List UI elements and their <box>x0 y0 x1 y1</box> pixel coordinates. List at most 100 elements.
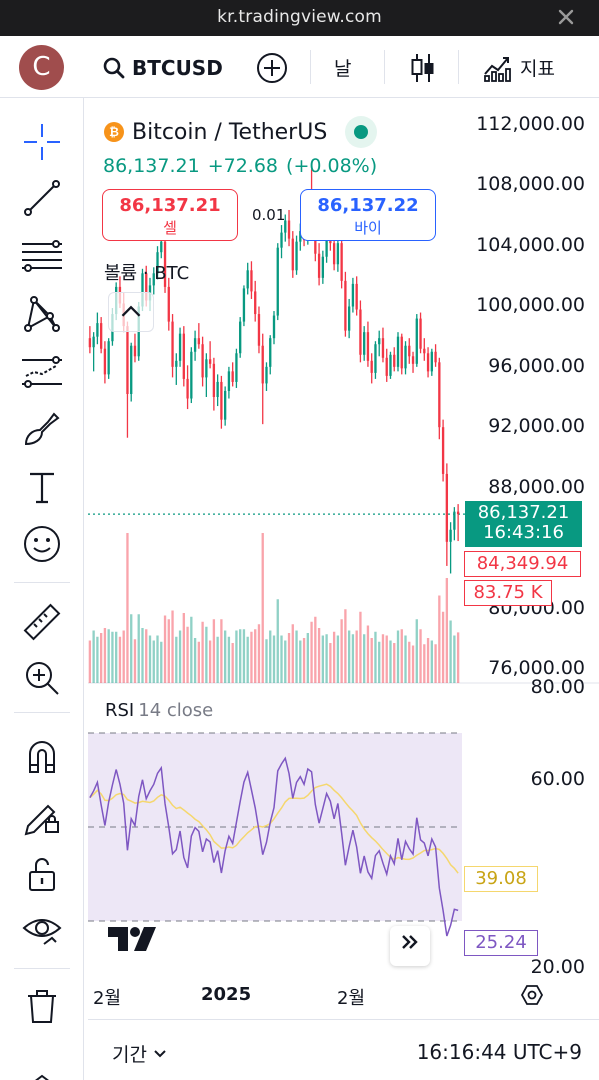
candle-body <box>92 336 95 348</box>
volume-bar <box>272 635 276 683</box>
volume-bar <box>449 620 452 683</box>
emoji-icon[interactable] <box>22 524 62 564</box>
volume-bar <box>411 645 415 683</box>
candle-body <box>441 427 445 474</box>
scroll-to-realtime-button[interactable] <box>390 926 430 966</box>
volume-bar <box>205 626 208 683</box>
volume-bar <box>167 619 170 683</box>
volume-bar <box>347 630 351 683</box>
timezone-clock[interactable]: 16:16:44 UTC+9 <box>416 1040 582 1064</box>
candle-body <box>235 353 238 382</box>
close-icon[interactable] <box>555 6 577 28</box>
candle-body <box>374 344 377 373</box>
rsi-scale-label: 60.00 <box>530 768 585 790</box>
volume-bar <box>280 635 283 683</box>
volume-bar <box>88 640 92 683</box>
volume-bar <box>299 640 302 683</box>
candle-body <box>269 338 272 367</box>
candle-body <box>242 288 246 322</box>
volume-bar <box>130 614 133 683</box>
crosshair-icon[interactable] <box>22 122 62 162</box>
candlestick-type-icon[interactable] <box>408 52 438 84</box>
volume-bar <box>107 629 110 683</box>
main-chart[interactable] <box>88 104 599 1019</box>
volume-bar <box>374 631 377 683</box>
candle-body <box>167 286 170 322</box>
volume-bar <box>201 621 204 683</box>
candle-body <box>231 371 234 382</box>
indicators-button[interactable]: 지표 <box>482 52 555 82</box>
volume-bar <box>359 611 362 683</box>
chart-settings-icon[interactable] <box>520 983 544 1007</box>
buy-label: 바이 <box>354 219 382 237</box>
chart-legend-title[interactable]: ₿ Bitcoin / TetherUS <box>104 116 378 148</box>
drawing-toolbar <box>0 98 84 1080</box>
volume-bar <box>148 635 152 683</box>
bar-countdown: 16:43:16 <box>483 522 564 543</box>
candle-body <box>96 323 99 337</box>
rsi-params: 14 close <box>138 700 214 721</box>
candle-body <box>426 353 430 372</box>
candle-body <box>272 315 276 339</box>
visibility-icon[interactable] <box>22 910 62 950</box>
candle-body <box>408 345 411 357</box>
rsi-name: RSI <box>105 700 135 721</box>
symbol-name: BTCUSD <box>132 56 223 80</box>
forecast-icon[interactable] <box>22 352 62 392</box>
volume-bar <box>385 635 388 683</box>
candle-body <box>152 273 155 286</box>
candle-body <box>220 381 223 420</box>
volume-bar <box>137 614 140 683</box>
volume-bar <box>175 636 178 683</box>
collapse-legend-button[interactable] <box>108 292 154 332</box>
volume-bar <box>434 644 437 683</box>
volume-bar <box>111 631 114 683</box>
candle-body <box>419 318 422 349</box>
user-avatar[interactable]: C <box>19 45 64 90</box>
text-tool-icon[interactable] <box>22 468 62 508</box>
bitcoin-icon: ₿ <box>104 122 124 142</box>
pattern-icon[interactable] <box>22 294 62 334</box>
volume-bar <box>366 625 370 683</box>
unlock-icon[interactable] <box>22 854 62 894</box>
trend-line-icon[interactable] <box>22 178 62 218</box>
sell-button[interactable]: 86,137.21 셀 <box>102 189 238 241</box>
search-icon <box>103 57 125 79</box>
url-text[interactable]: kr.tradingview.com <box>217 7 382 27</box>
lock-drawings-icon[interactable] <box>22 796 62 836</box>
ruler-icon[interactable] <box>22 602 62 642</box>
chevron-down-icon <box>154 1049 166 1057</box>
candle-body <box>171 321 174 367</box>
interval-button[interactable]: 날 <box>334 58 352 80</box>
candle-body <box>336 243 340 265</box>
zoom-in-icon[interactable] <box>22 658 62 698</box>
trash-icon[interactable] <box>22 986 62 1026</box>
chevron-up-icon[interactable] <box>22 1060 62 1080</box>
rsi-legend[interactable]: RSI 14 close <box>105 700 213 721</box>
candle-body <box>340 243 343 281</box>
volume-bar <box>344 609 347 683</box>
candle-body <box>344 280 347 331</box>
volume-bar <box>287 633 291 683</box>
candle-body <box>415 318 418 364</box>
brush-icon[interactable] <box>22 410 62 450</box>
toolbar-divider <box>310 50 311 84</box>
volume-bar <box>223 630 227 683</box>
volume-bar <box>340 619 343 683</box>
candle-body <box>265 366 268 384</box>
symbol-search-button[interactable]: BTCUSD <box>102 54 223 82</box>
volume-bar <box>276 599 279 683</box>
candle-body <box>223 390 227 420</box>
volume-legend[interactable]: 볼륨 · BTC <box>104 263 190 284</box>
volume-bar <box>332 631 336 683</box>
candle-body <box>227 371 231 391</box>
buy-button[interactable]: 86,137.22 바이 <box>300 189 436 241</box>
magnet-icon[interactable] <box>22 736 62 776</box>
date-range-button[interactable]: 기간 <box>112 1040 167 1067</box>
candle-body <box>396 336 400 367</box>
compare-add-icon[interactable] <box>256 52 288 84</box>
toolbar-divider <box>458 50 459 84</box>
volume-bar <box>254 629 257 683</box>
fib-retracement-icon[interactable] <box>22 236 62 276</box>
volume-bar <box>265 639 268 683</box>
